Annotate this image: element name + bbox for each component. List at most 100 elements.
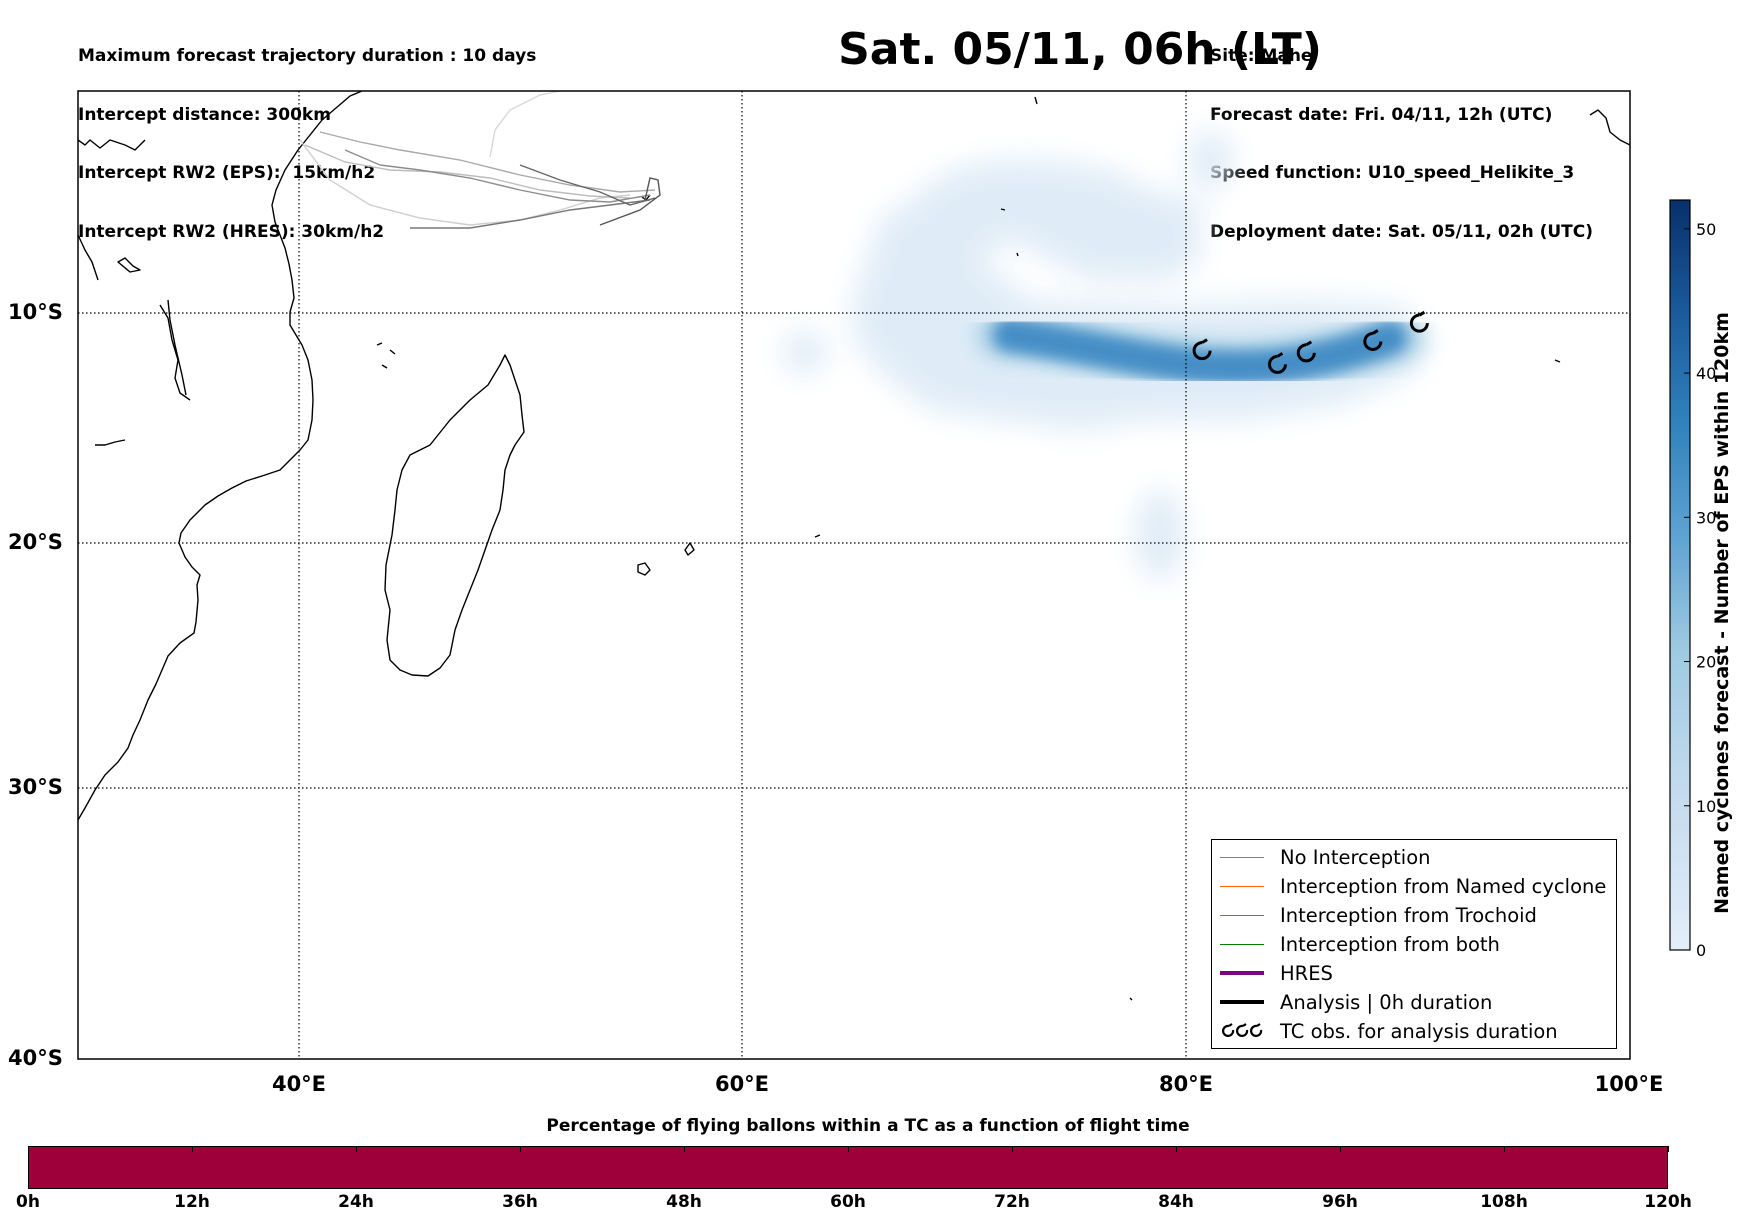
legend-label: Interception from Trochoid bbox=[1280, 903, 1537, 927]
legend-item-trochoid: Interception from Trochoid bbox=[1220, 902, 1537, 928]
rodrigues-island bbox=[814, 534, 821, 538]
legend-label: No Interception bbox=[1280, 845, 1431, 869]
legend-swatch bbox=[1220, 856, 1264, 858]
timebar-tick-label: 72h bbox=[994, 1192, 1030, 1212]
timebar-tick-mark bbox=[1012, 1146, 1013, 1152]
tc-symbol-tail bbox=[1305, 340, 1313, 347]
info-line: Deployment date: Sat. 05/11, 02h (UTC) bbox=[1210, 221, 1594, 242]
legend-label: TC obs. for analysis duration bbox=[1280, 1019, 1558, 1043]
colorbar-tick-label: 0 bbox=[1696, 941, 1706, 960]
timebar bbox=[28, 1146, 1668, 1189]
socotra-island bbox=[117, 257, 141, 273]
timebar-title: Percentage of flying ballons within a TC… bbox=[546, 1116, 1190, 1136]
info-line: Intercept RW2 (EPS): 15km/h2 bbox=[78, 163, 376, 183]
reunion-island bbox=[637, 562, 651, 576]
density-blob bbox=[783, 330, 827, 374]
trajectory-no-interception bbox=[304, 144, 631, 199]
graticule bbox=[78, 91, 1630, 1059]
colorbar-tick-label: 30 bbox=[1696, 508, 1716, 527]
timebar-tick-label: 120h bbox=[1644, 1192, 1692, 1212]
tc-symbol-tail bbox=[1372, 329, 1379, 335]
timebar-tick-mark bbox=[520, 1146, 521, 1152]
timebar-tick-label: 12h bbox=[174, 1192, 210, 1212]
tc-obs-icon bbox=[1222, 1023, 1263, 1037]
maldives-islands bbox=[1034, 96, 1038, 105]
timebar-tick-mark bbox=[356, 1146, 357, 1152]
legend-item-named-cyclone: Interception from Named cyclone bbox=[1220, 873, 1606, 899]
tc-symbol-arc bbox=[1192, 341, 1212, 361]
map-frame bbox=[77, 90, 1631, 1060]
lat-label-10s: 10°S bbox=[8, 300, 63, 324]
tc-observation-symbol bbox=[1409, 310, 1429, 333]
legend-swatch bbox=[1220, 1000, 1264, 1004]
colorbar-ticks: 0 10 20 30 40 50 bbox=[1684, 220, 1716, 960]
timebar-tick-mark bbox=[28, 1146, 29, 1152]
legend-swatch bbox=[1220, 885, 1264, 887]
lon-label-60e: 60°E bbox=[714, 1072, 770, 1096]
density-blob bbox=[1135, 490, 1185, 580]
timebar-tick-mark bbox=[1504, 1146, 1505, 1152]
lon-label-100e: 100°E bbox=[1594, 1072, 1664, 1096]
timebar-tick-mark bbox=[192, 1146, 193, 1152]
timebar-tick-mark bbox=[684, 1146, 685, 1152]
red-sea-coast bbox=[78, 234, 99, 281]
lon-label-80e: 80°E bbox=[1158, 1072, 1214, 1096]
legend-item-hres: HRES bbox=[1220, 960, 1333, 986]
legend-label: Analysis | 0h duration bbox=[1280, 990, 1493, 1014]
header-info-left: Maximum forecast trajectory duration : 1… bbox=[78, 8, 536, 262]
mauritius-island bbox=[684, 542, 695, 556]
legend-item-both: Interception from both bbox=[1220, 931, 1500, 957]
tc-symbol-arc bbox=[1409, 313, 1429, 333]
tc-observation-symbol bbox=[1296, 340, 1316, 363]
info-line: Forecast date: Fri. 04/11, 12h (UTC) bbox=[1210, 104, 1553, 125]
trajectory-no-interception bbox=[489, 91, 561, 158]
sri-lanka-coast bbox=[1589, 109, 1630, 146]
timebar-tick-mark bbox=[848, 1146, 849, 1152]
density-blob bbox=[1188, 130, 1232, 190]
tc-observation-symbol bbox=[1192, 338, 1212, 361]
legend-label: HRES bbox=[1280, 961, 1333, 985]
legend-item-no-interception: No Interception bbox=[1220, 844, 1431, 870]
madagascar-coastline bbox=[384, 354, 525, 677]
header-info-right: Site: Mahe Forecast date: Fri. 04/11, 12… bbox=[1210, 8, 1593, 262]
cocos-islands bbox=[1554, 359, 1561, 363]
amsterdam-island bbox=[1129, 997, 1133, 1001]
map-title: Sat. 05/11, 06h (LT) bbox=[838, 24, 1322, 75]
coastlines bbox=[78, 91, 1630, 1001]
info-line: Site: Mahe bbox=[1210, 46, 1313, 66]
legend-item-analysis: Analysis | 0h duration bbox=[1220, 989, 1492, 1015]
info-line: Speed function: U10_speed_Helikite_3 bbox=[1210, 163, 1575, 183]
colorbar-label: Named cyclones forecast - Number of EPS … bbox=[1711, 312, 1733, 914]
legend-swatch bbox=[1220, 943, 1264, 945]
timebar-tick-label: 84h bbox=[1158, 1192, 1194, 1212]
chagos-islands bbox=[1000, 208, 1019, 257]
tc-symbol-tail bbox=[1276, 352, 1284, 358]
lat-label-20s: 20°S bbox=[8, 530, 63, 554]
comoros-islands bbox=[376, 342, 396, 369]
tc-observation-symbols bbox=[1192, 310, 1429, 374]
lake-outline bbox=[167, 299, 187, 396]
legend-swatch bbox=[1220, 971, 1264, 975]
tanzania-coast bbox=[95, 439, 126, 446]
tc-observation-symbol bbox=[1363, 329, 1383, 351]
timebar-tick-mark bbox=[1668, 1146, 1669, 1152]
density-core-band bbox=[993, 318, 1407, 385]
trajectory-no-interception bbox=[519, 164, 656, 206]
colorbar-gradient bbox=[1669, 199, 1691, 951]
timebar-tick-label: 108h bbox=[1480, 1192, 1528, 1212]
map-legend: No Interception Interception from Named … bbox=[1211, 839, 1617, 1049]
timebar-tick-label: 48h bbox=[666, 1192, 702, 1212]
legend-label: Interception from Named cyclone bbox=[1280, 874, 1607, 898]
trajectory-no-interception bbox=[299, 139, 631, 226]
eps-density-field bbox=[783, 130, 1430, 580]
colorbar-tick-label: 20 bbox=[1696, 653, 1716, 672]
tc-symbol-tail bbox=[1201, 338, 1208, 344]
tc-symbol-arc bbox=[1296, 343, 1316, 363]
timebar-tick-mark bbox=[1176, 1146, 1177, 1152]
trajectory-no-interception bbox=[599, 177, 661, 226]
legend-item-tc-obs: TC obs. for analysis duration bbox=[1220, 1018, 1558, 1044]
balloon-trajectories bbox=[299, 91, 661, 229]
timebar-tick-label: 0h bbox=[16, 1192, 40, 1212]
timebar-tick-label: 36h bbox=[502, 1192, 538, 1212]
